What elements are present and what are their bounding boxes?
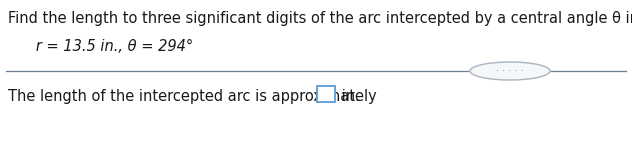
Text: · · · · ·: · · · · · [496,66,524,76]
FancyBboxPatch shape [317,86,334,102]
Text: The length of the intercepted arc is approximately: The length of the intercepted arc is app… [8,89,381,104]
Text: Find the length to three significant digits of the arc intercepted by a central : Find the length to three significant dig… [8,11,632,26]
Ellipse shape [470,62,550,80]
Text: in.: in. [337,89,360,104]
Text: r = 13.5 in., θ = 294°: r = 13.5 in., θ = 294° [22,39,193,54]
